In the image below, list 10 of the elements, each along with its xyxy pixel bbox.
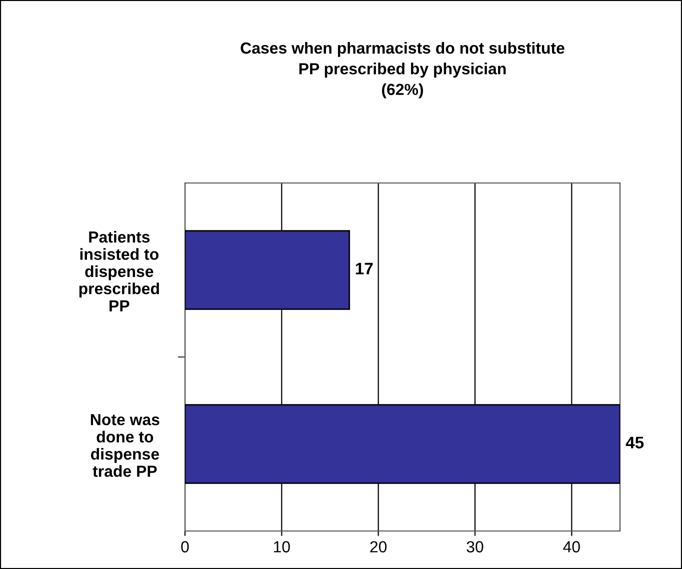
data-label: 17 <box>356 262 373 274</box>
x-tick-label: 0 <box>181 541 189 552</box>
chart-title: Cases when pharmacists do not substitute PP prescribed by physician (62%) <box>240 42 564 98</box>
x-tick-label: 30 <box>466 541 484 552</box>
data-label: 45 <box>626 436 644 448</box>
x-tick-label: 40 <box>563 541 580 552</box>
y-tick-label: Note was done to dispense trade PP <box>90 414 160 477</box>
y-tick-label: Patients insisted to dispense prescribed PP <box>79 230 159 312</box>
x-tick-label: 20 <box>370 541 387 552</box>
x-tick-label: 10 <box>274 541 290 552</box>
